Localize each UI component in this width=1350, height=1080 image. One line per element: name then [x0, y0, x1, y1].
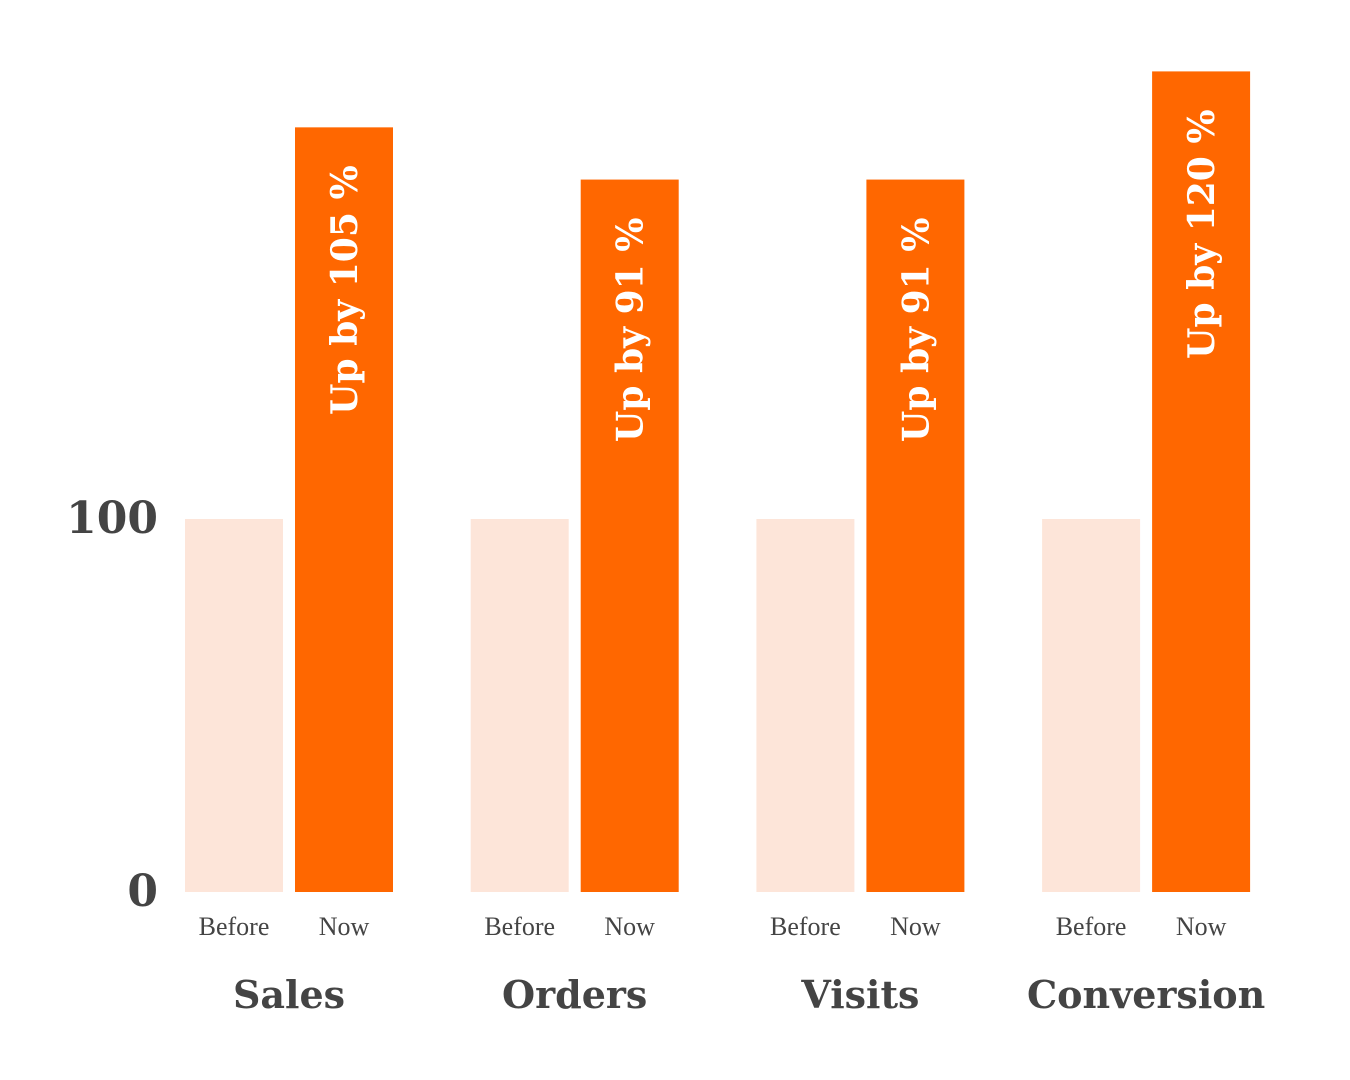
now-bar-orders [580, 179, 679, 892]
sub-category-label: Now [604, 912, 655, 941]
y-tick-label: 100 [66, 493, 158, 544]
sub-category-label: Before [770, 912, 841, 941]
now-bar-sales [295, 127, 393, 893]
category-label: Sales [233, 972, 345, 1017]
sub-category-label: Now [890, 912, 941, 941]
sub-category-label: Before [484, 912, 555, 941]
bar-data-label: Up by 105 % [324, 165, 366, 415]
sub-category-label: Before [199, 912, 270, 941]
category-label: Conversion [1027, 972, 1265, 1017]
category-label: Visits [800, 972, 919, 1017]
bar-data-label: Up by 120 % [1181, 109, 1223, 359]
category-label: Orders [502, 972, 647, 1017]
now-bar-conversion [1152, 71, 1251, 892]
now-bar-visits [866, 179, 965, 892]
before-bar-orders [470, 519, 569, 892]
sub-category-label: Now [1176, 912, 1227, 941]
bar-data-label: Up by 91 % [895, 218, 937, 443]
before-bar-sales [185, 519, 283, 892]
before-bar-visits [756, 519, 855, 892]
sub-category-label: Before [1056, 912, 1127, 941]
sub-category-label: Now [319, 912, 370, 941]
before-bar-conversion [1042, 519, 1141, 892]
y-tick-label: 0 [127, 866, 158, 917]
bar-data-label: Up by 91 % [610, 218, 652, 443]
